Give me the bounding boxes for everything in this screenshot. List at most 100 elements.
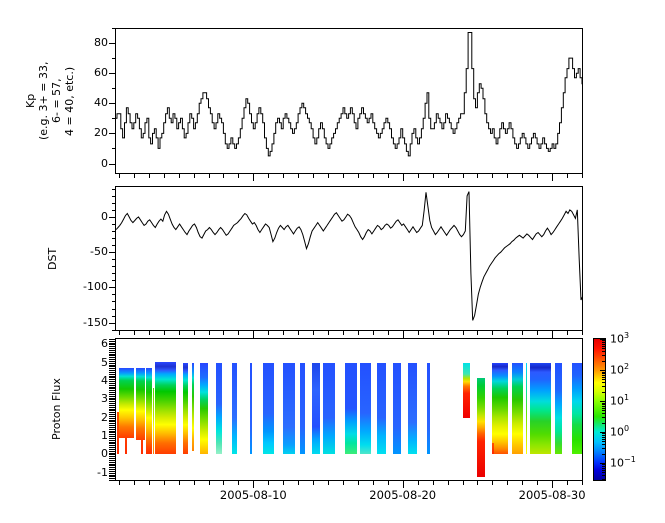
- y-tick: [109, 480, 115, 482]
- spectrogram-stripe: [322, 362, 336, 455]
- spectrogram-stripe: [216, 362, 222, 455]
- x-tick: [178, 174, 180, 178]
- y-tick: [109, 342, 115, 344]
- spectrogram-stripe: [393, 362, 401, 455]
- colorbar-minor-tick: [602, 448, 605, 450]
- spectrogram-stripe: [119, 367, 134, 438]
- colorbar-tick: [600, 463, 605, 464]
- x-tick: [343, 174, 344, 178]
- colorbar-minor-tick: [602, 438, 605, 440]
- colorbar-minor-tick: [602, 453, 605, 455]
- y-tick: [109, 469, 115, 471]
- y-tick: [109, 456, 115, 458]
- y-tick: [109, 355, 115, 357]
- y-tick: [109, 252, 115, 254]
- spectrogram-stripe: [191, 362, 195, 451]
- y-tick: [109, 371, 115, 373]
- y-tick: [109, 73, 115, 75]
- y-tick: [109, 406, 115, 408]
- x-tick: [313, 331, 315, 335]
- kp-axis-label-line: Kp: [24, 93, 37, 109]
- spectrogram-stripe: [183, 362, 188, 455]
- y-tick: [109, 366, 115, 368]
- spectrogram-stripe: [492, 362, 508, 455]
- x-tick: [567, 174, 568, 178]
- colorbar-minor-tick: [602, 382, 605, 384]
- y-tick: [109, 397, 115, 399]
- spectrogram-stripe: [312, 362, 321, 455]
- y-tick: [109, 395, 115, 397]
- x-tick: [178, 481, 180, 485]
- spectrogram-stripe: [530, 362, 551, 455]
- y-tick-label: 1: [101, 429, 108, 443]
- y-tick: [109, 368, 115, 370]
- y-tick-label: -150: [83, 315, 108, 329]
- spectrogram-stripe: [152, 387, 155, 455]
- y-tick: [109, 287, 115, 289]
- x-tick: [223, 481, 225, 485]
- spectrogram-stripe: [263, 362, 274, 455]
- colorbar-tick-label: 10−1: [610, 455, 636, 470]
- colorbar-minor-tick: [602, 435, 605, 436]
- spectrogram-stripe: [145, 367, 152, 455]
- x-tick: [163, 331, 165, 335]
- x-tick: [193, 331, 195, 335]
- x-tick: [253, 331, 255, 338]
- x-tick: [223, 174, 225, 178]
- y-tick: [109, 426, 115, 428]
- spectrogram-stripe: [125, 437, 127, 455]
- y-tick: [109, 401, 115, 403]
- colorbar-minor-tick: [602, 407, 605, 409]
- colorbar-minor-tick: [602, 413, 605, 415]
- y-tick: [112, 280, 115, 282]
- y-tick: [109, 428, 115, 430]
- y-tick: [109, 414, 115, 416]
- x-tick: [357, 481, 359, 485]
- x-tick: [298, 174, 300, 178]
- colorbar-minor-tick: [602, 472, 605, 474]
- y-tick: [112, 28, 115, 29]
- y-tick: [109, 415, 115, 417]
- x-tick: [462, 481, 464, 485]
- x-tick: [552, 174, 554, 181]
- x-tick: [357, 331, 359, 335]
- spectrogram-stripe: [377, 362, 386, 455]
- proton-flux-panel: [115, 338, 583, 481]
- y-tick: [109, 373, 115, 375]
- spectrogram-stripe: [345, 362, 357, 455]
- x-tick: [238, 331, 240, 335]
- y-tick: [109, 417, 115, 419]
- y-tick: [109, 419, 115, 421]
- y-tick: [112, 329, 115, 331]
- y-tick-label: 0: [101, 447, 108, 461]
- y-tick: [109, 447, 115, 449]
- colorbar-minor-tick: [602, 405, 605, 407]
- y-tick: [109, 43, 115, 45]
- colorbar-exponent: 2: [624, 362, 630, 371]
- y-tick: [109, 434, 115, 436]
- y-tick-label: 0: [101, 210, 108, 223]
- x-tick: [148, 481, 150, 485]
- colorbar-exponent: −1: [624, 455, 636, 464]
- x-tick: [432, 481, 434, 485]
- x-tick: [298, 481, 300, 485]
- colorbar-exponent: 3: [624, 331, 630, 340]
- y-tick: [112, 188, 115, 190]
- x-tick: [567, 331, 568, 335]
- spectrogram-stripe: [136, 367, 146, 440]
- y-tick: [109, 375, 115, 377]
- colorbar-minor-tick: [602, 340, 605, 342]
- colorbar-minor-tick: [602, 379, 605, 381]
- y-tick: [112, 273, 115, 275]
- colorbar-minor-tick: [602, 404, 605, 406]
- x-tick: [313, 481, 315, 485]
- y-tick-label: 6: [101, 337, 108, 351]
- x-tick: [507, 331, 509, 335]
- y-tick: [109, 430, 115, 432]
- spectrogram-stripe: [141, 439, 143, 455]
- y-tick: [109, 382, 115, 384]
- y-tick: [109, 425, 115, 427]
- y-tick: [109, 393, 115, 395]
- x-tick: [238, 174, 240, 178]
